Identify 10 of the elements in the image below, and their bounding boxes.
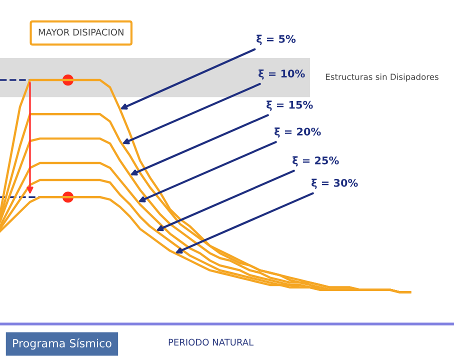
text: Programa Sísmico	[13, 338, 112, 350]
text: ξ = 30%	[312, 178, 358, 189]
x-axis-title: PERIODO NATURAL	[168, 338, 254, 346]
text: ξ = 25%	[292, 156, 339, 166]
band-label: Estructuras sin Disipadores	[326, 74, 438, 82]
text: ξ = 20%	[274, 128, 321, 138]
text: ξ = 5%	[256, 34, 296, 45]
text: ξ = 10%	[258, 69, 305, 80]
chart-title: MAYOR DISIPACION	[38, 28, 124, 36]
text: ξ = 15%	[266, 100, 313, 111]
